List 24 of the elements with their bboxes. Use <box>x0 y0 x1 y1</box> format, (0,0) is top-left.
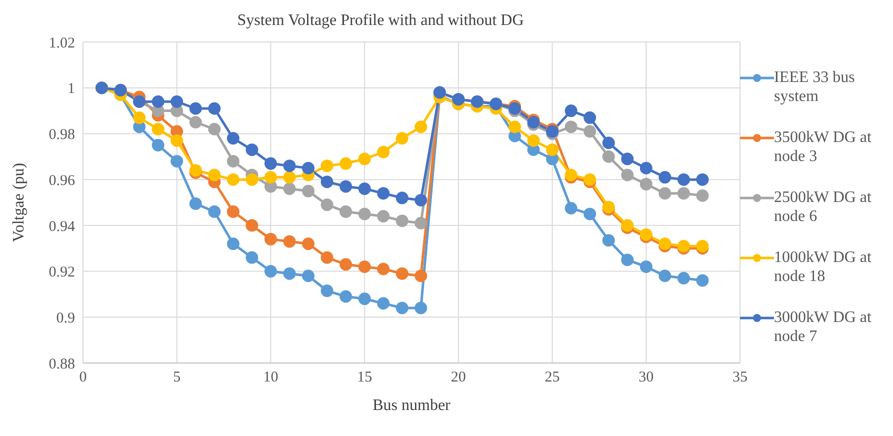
y-tick-label: 0.92 <box>48 264 75 281</box>
y-tick-label: 0.88 <box>48 356 75 372</box>
chart-title: System Voltage Profile with and without DG <box>236 12 525 30</box>
y-tick-label: 0.96 <box>48 172 76 189</box>
legend-label: 3500kW DG at node 3 <box>774 128 872 166</box>
x-tick-label: 30 <box>638 370 654 386</box>
y-tick-label: 0.9 <box>56 310 75 326</box>
y-tick-label: 0.98 <box>48 127 75 144</box>
x-tick-label: 25 <box>544 370 560 386</box>
x-tick-label: 5 <box>173 370 181 386</box>
y-tick-label: 0.94 <box>48 218 76 235</box>
x-axis-title: Bus number <box>372 397 452 414</box>
legend-label: IEEE 33 bus system <box>774 68 856 106</box>
legend-label: 1000kW DG at node 18 <box>774 248 872 286</box>
legend-label: 2500kW DG at node 6 <box>774 188 872 226</box>
x-tick-label: 10 <box>263 370 278 386</box>
legend-label: 3000kW DG at node 7 <box>774 308 872 346</box>
y-axis-title: Voltgae (pu) <box>10 162 28 242</box>
x-tick-label: 0 <box>79 370 87 386</box>
x-tick-label: 35 <box>732 370 748 386</box>
x-tick-label: 15 <box>357 370 372 386</box>
y-tick-label: 1.02 <box>48 35 75 52</box>
x-tick-label: 20 <box>450 370 466 386</box>
y-tick-label: 1 <box>68 81 75 98</box>
